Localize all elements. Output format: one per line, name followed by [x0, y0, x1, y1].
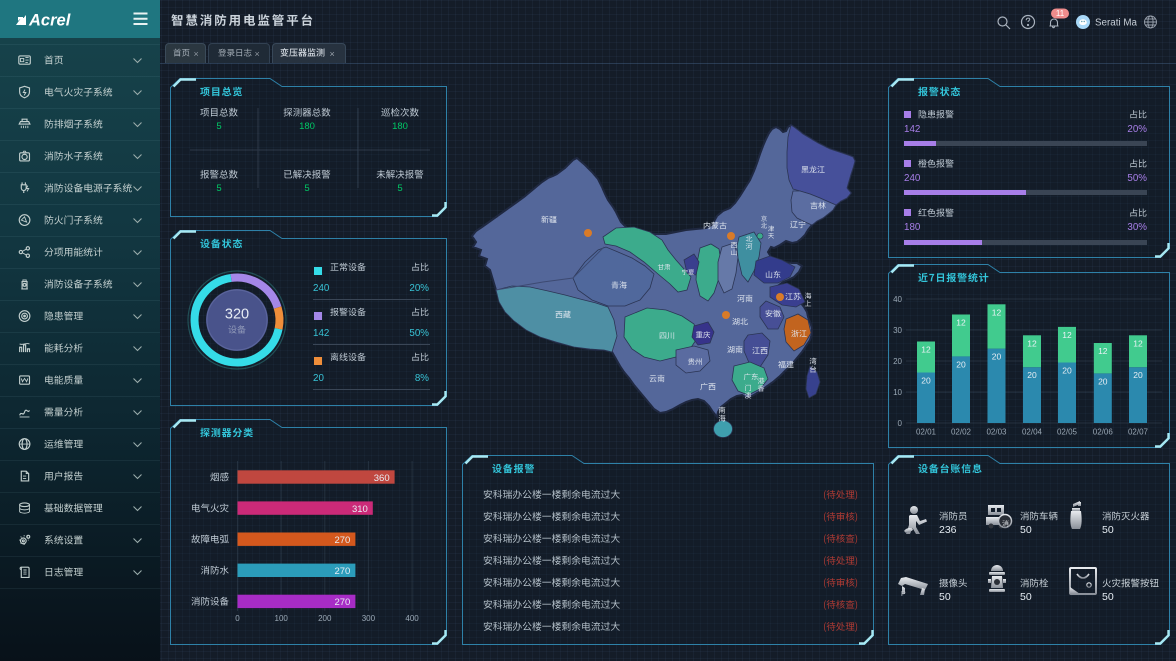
svg-text:320: 320 [225, 307, 249, 323]
svg-text:300: 300 [362, 614, 376, 623]
svg-text:20: 20 [1062, 366, 1072, 376]
svg-text:02/05: 02/05 [1057, 428, 1078, 437]
svg-text:270: 270 [334, 535, 350, 546]
svg-text:12: 12 [956, 318, 966, 328]
svg-text:02/07: 02/07 [1128, 428, 1149, 437]
svg-text:360: 360 [374, 473, 390, 484]
svg-text:12: 12 [1062, 330, 1072, 340]
svg-text:30: 30 [893, 326, 902, 335]
svg-text:20: 20 [1133, 370, 1143, 380]
svg-text:0: 0 [898, 419, 903, 428]
svg-text:20: 20 [921, 376, 931, 386]
svg-text:400: 400 [405, 614, 419, 623]
svg-text:P: P [901, 591, 906, 598]
svg-text:0: 0 [235, 614, 240, 623]
svg-text:20: 20 [956, 359, 966, 369]
svg-text:20: 20 [1098, 376, 1108, 386]
svg-text:Acrel: Acrel [28, 12, 71, 30]
svg-text:270: 270 [334, 566, 350, 577]
svg-text:02/04: 02/04 [1022, 428, 1043, 437]
svg-text:20: 20 [992, 352, 1002, 362]
svg-text:20: 20 [1027, 370, 1037, 380]
svg-text:02/03: 02/03 [986, 428, 1007, 437]
svg-text:40: 40 [893, 295, 902, 304]
svg-text:12: 12 [1133, 338, 1143, 348]
svg-text:02/02: 02/02 [951, 428, 972, 437]
svg-text:11: 11 [1056, 9, 1065, 18]
svg-text:12: 12 [1098, 346, 1108, 356]
svg-text:02/01: 02/01 [916, 428, 937, 437]
svg-text:12: 12 [921, 345, 931, 355]
svg-text:100: 100 [275, 614, 289, 623]
svg-text:310: 310 [352, 504, 368, 515]
svg-text:20: 20 [893, 357, 902, 366]
svg-text:10: 10 [893, 388, 902, 397]
svg-text:02/06: 02/06 [1093, 428, 1114, 437]
svg-text:200: 200 [318, 614, 332, 623]
svg-text:Serati Ma: Serati Ma [1095, 18, 1137, 29]
svg-text:12: 12 [992, 307, 1002, 317]
svg-text:12: 12 [1027, 338, 1037, 348]
svg-text:270: 270 [334, 597, 350, 608]
